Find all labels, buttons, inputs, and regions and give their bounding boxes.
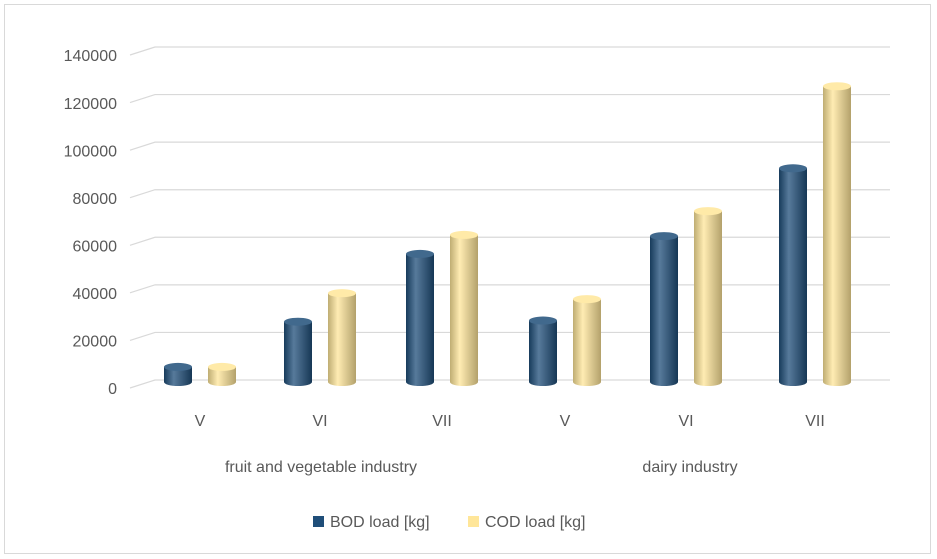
grid-line [129, 46, 890, 56]
bar-top [650, 232, 678, 241]
y-tick-label: 20000 [73, 334, 118, 351]
bar-top [164, 362, 192, 371]
legend-swatch [313, 516, 324, 527]
bar-body [328, 293, 356, 386]
bar [284, 317, 312, 386]
y-tick-label: 100000 [64, 143, 117, 160]
grid-line [129, 331, 890, 342]
grid-line [129, 141, 890, 151]
bar [164, 362, 192, 386]
bar-top [450, 230, 478, 239]
bar [529, 316, 557, 386]
x-tick-label: VI [312, 413, 327, 430]
y-tick-label: 0 [108, 381, 117, 398]
bar-body [450, 234, 478, 386]
grid-line [129, 379, 890, 389]
bar [573, 295, 601, 386]
bar-top [406, 249, 434, 258]
bar-body [284, 321, 312, 386]
bar-body [208, 366, 236, 386]
bar-top [284, 317, 312, 326]
bar-top [328, 289, 356, 298]
bar [450, 230, 478, 386]
x-tick-label: VII [805, 413, 825, 430]
x-tick-label: V [560, 413, 571, 430]
y-tick-label: 80000 [73, 191, 118, 208]
bar-top [823, 82, 851, 91]
bar-body [779, 168, 807, 386]
x-tick-label: VI [678, 413, 693, 430]
bar-body [694, 211, 722, 386]
grid-line [129, 93, 890, 104]
bar-body [406, 253, 434, 386]
bar-top [694, 207, 722, 216]
legend-label: COD load [kg] [485, 514, 585, 531]
group-label: fruit and vegetable industry [225, 459, 417, 476]
bar-top [529, 316, 557, 325]
y-tick-label: 40000 [73, 286, 118, 303]
grid-line [129, 284, 890, 294]
bar [823, 82, 851, 386]
bar-top [573, 295, 601, 304]
bar [694, 207, 722, 386]
y-tick-label: 60000 [73, 239, 118, 256]
y-tick-label: 120000 [64, 96, 117, 113]
bar-top [779, 164, 807, 173]
bar [406, 249, 434, 386]
grid-line [129, 189, 890, 199]
bar [779, 164, 807, 386]
y-tick-label: 140000 [64, 48, 117, 65]
bar-body [164, 366, 192, 386]
grid-line [129, 236, 890, 246]
bar [328, 289, 356, 386]
x-tick-label: VII [432, 413, 452, 430]
bar-body [650, 236, 678, 386]
bar-top [208, 362, 236, 371]
bar-body [529, 320, 557, 386]
group-label: dairy industry [642, 459, 737, 476]
legend-swatch [468, 516, 479, 527]
bar-body [573, 299, 601, 386]
legend-label: BOD load [kg] [330, 514, 430, 531]
bar-body [823, 86, 851, 386]
x-tick-label: V [195, 413, 206, 430]
bar [208, 362, 236, 386]
bar [650, 232, 678, 386]
